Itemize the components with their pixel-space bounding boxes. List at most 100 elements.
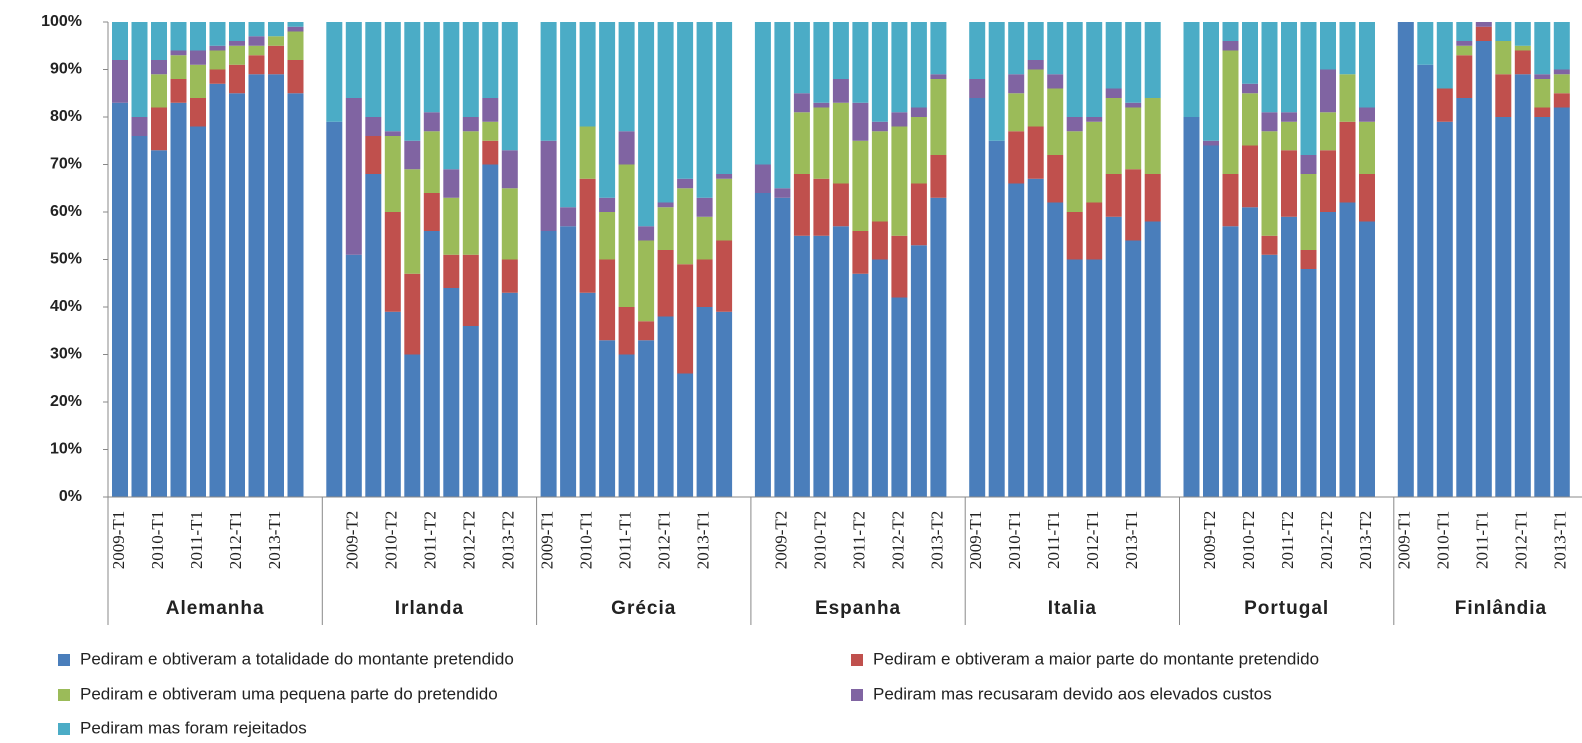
x-tick-label: 2009-T1 [109, 511, 128, 570]
bar-segment [268, 22, 284, 37]
bar-segment [501, 292, 518, 497]
bar-segment [190, 22, 206, 51]
bar-segment [1417, 64, 1434, 497]
bar-segment [638, 340, 655, 497]
bar-segment [1359, 22, 1375, 108]
x-tick-label: 2012-T2 [1317, 511, 1336, 570]
bar-segment [716, 174, 733, 179]
bar-segment [1105, 174, 1122, 217]
bar-segment [1086, 121, 1103, 203]
bar-segment [1495, 117, 1512, 497]
x-tick-label: 2011-T2 [421, 511, 440, 569]
bar-segment [365, 174, 382, 497]
bar-segment [1553, 69, 1570, 75]
bar-segment [1495, 22, 1512, 41]
bar-segment [540, 140, 557, 231]
bar-segment [1359, 221, 1375, 497]
bar-segment [832, 183, 849, 227]
bar-segment [852, 102, 869, 141]
bar-segment [696, 216, 713, 260]
y-tick-label: 80% [50, 108, 82, 125]
x-tick-label: 2010-T1 [577, 511, 596, 570]
bar-segment [930, 74, 947, 79]
bar-segment [190, 126, 206, 497]
bar-segment [891, 235, 908, 298]
bar-segment [1281, 112, 1297, 122]
bar-segment [404, 273, 421, 355]
bar-segment [1397, 22, 1414, 497]
bar-segment [112, 102, 128, 497]
bar-segment [832, 102, 849, 184]
bar-segment [1203, 140, 1219, 146]
x-tick-label: 2009-T1 [538, 511, 557, 570]
bar-segment [988, 22, 1005, 141]
bar-segment [443, 22, 460, 170]
bar-segment [793, 235, 810, 497]
bar-segment [638, 226, 655, 241]
x-tick-label: 2011-T2 [1278, 511, 1297, 569]
bar-segment [1027, 69, 1044, 127]
bar-segment [268, 36, 284, 46]
bar-segment [1534, 74, 1551, 79]
bar-segment [618, 131, 635, 165]
bar-segment [268, 45, 284, 75]
bar-segment [852, 231, 869, 274]
bar-segment [209, 45, 226, 51]
bar-segment [1475, 41, 1492, 497]
bar-segment [579, 292, 596, 497]
bar-segment [910, 107, 927, 117]
bar-segment [1261, 22, 1278, 113]
bar-segment [1281, 150, 1297, 217]
bar-segment [112, 60, 128, 103]
x-tick-label: 2010-T2 [382, 511, 401, 570]
bar-segment [638, 240, 655, 322]
bar-segment [404, 22, 421, 141]
x-tick-label: 2010-T2 [1239, 511, 1258, 570]
y-tick-label: 10% [50, 441, 82, 458]
bar-segment [1125, 102, 1142, 108]
bar-segment [209, 69, 226, 84]
bar-segment [560, 22, 577, 208]
bar-segment [657, 316, 674, 497]
bar-segment [618, 22, 635, 132]
bar-segment [462, 326, 479, 497]
bar-segment [501, 22, 518, 151]
x-tick-label: 2011-T1 [187, 511, 206, 569]
bar-segment [774, 197, 791, 497]
bar-segment [384, 22, 401, 132]
bar-segment [969, 79, 986, 98]
bar-segment [365, 22, 382, 117]
bar-segment [1436, 88, 1453, 122]
bar-segment [1047, 74, 1064, 89]
bar-segment [1066, 22, 1083, 117]
bar-segment [1027, 22, 1044, 60]
y-tick-label: 40% [50, 298, 82, 315]
bar-segment [1242, 93, 1258, 146]
bar-segment [677, 188, 694, 265]
bar-segment [579, 22, 596, 127]
bar-segment [930, 197, 947, 497]
bar-segment [832, 79, 849, 103]
bar-segment [852, 140, 869, 231]
bar-segment [696, 22, 713, 198]
bar-segment [287, 93, 304, 497]
bar-segment [1222, 226, 1239, 497]
bar-segment [1222, 22, 1239, 41]
bar-segment [443, 169, 460, 198]
bar-segment [151, 150, 167, 497]
bar-segment [657, 22, 674, 203]
bar-segment [1105, 22, 1122, 89]
bar-segment [793, 174, 810, 236]
bar-segment [1553, 107, 1570, 497]
bar-segment [345, 254, 362, 497]
bar-segment [1222, 50, 1239, 174]
bar-segment [1514, 50, 1531, 75]
legend-swatch [851, 689, 863, 701]
bar-segment [793, 112, 810, 174]
bar-segment [774, 22, 791, 189]
bar-segment [1144, 22, 1161, 98]
bar-segment [209, 22, 226, 46]
bar-segment [1456, 55, 1473, 98]
bar-segment [151, 74, 167, 108]
